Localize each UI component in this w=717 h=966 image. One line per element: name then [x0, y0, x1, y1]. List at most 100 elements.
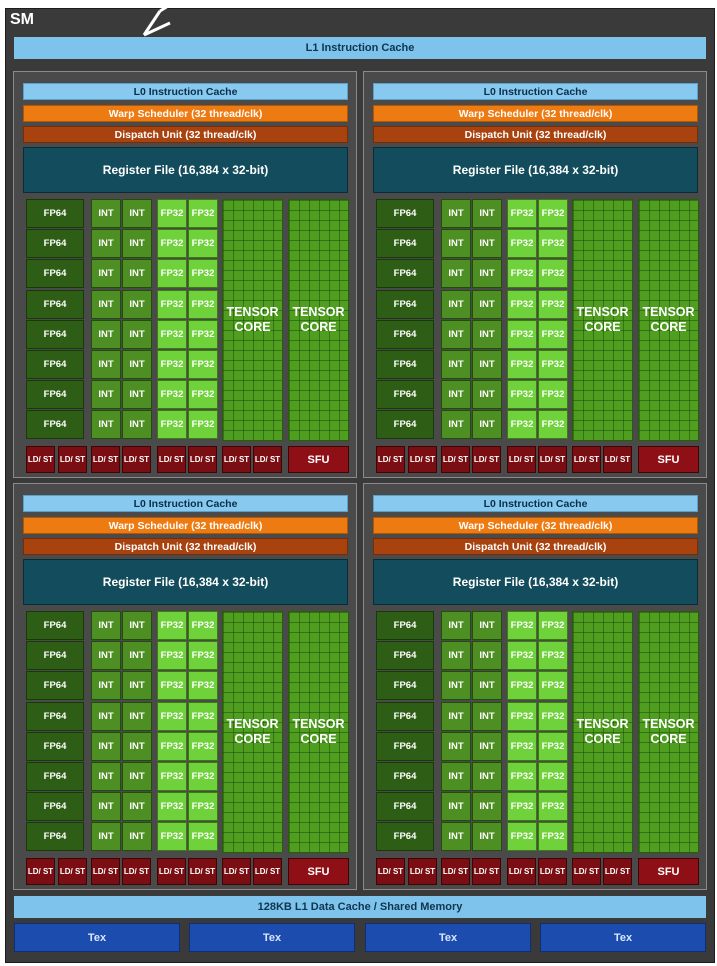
ld-st-unit: LD/ ST	[253, 858, 282, 885]
fp32-unit: FP32	[507, 320, 537, 349]
fp32-unit: FP32	[507, 641, 537, 670]
ld-st-unit: LD/ ST	[58, 858, 87, 885]
int-unit: INT	[91, 320, 121, 349]
int-unit: INT	[122, 259, 152, 288]
tensor-core: TENSOR CORE	[288, 611, 349, 853]
fp32-unit: FP32	[538, 380, 568, 409]
fp64-unit: FP64	[26, 290, 84, 319]
fp32-unit: FP32	[157, 199, 187, 228]
tensor-core: TENSOR CORE	[222, 611, 283, 853]
sfu-unit: SFU	[288, 858, 349, 885]
int-unit: INT	[91, 762, 121, 791]
tensor-core: TENSOR CORE	[222, 199, 283, 441]
ld-st-unit: LD/ ST	[441, 446, 470, 473]
fp64-unit: FP64	[26, 259, 84, 288]
fp32-unit: FP32	[507, 762, 537, 791]
fp32-unit: FP32	[188, 259, 218, 288]
int-unit: INT	[441, 611, 471, 640]
fp32-unit: FP32	[507, 792, 537, 821]
dispatch-unit: Dispatch Unit (32 thread/clk)	[23, 538, 348, 555]
fp32-unit: FP32	[538, 199, 568, 228]
fp32-unit: FP32	[157, 792, 187, 821]
int-unit: INT	[441, 822, 471, 851]
register-file: Register File (16,384 x 32-bit)	[23, 559, 348, 605]
int-unit: INT	[441, 641, 471, 670]
sfu-unit: SFU	[638, 446, 699, 473]
l0-instruction-cache: L0 Instruction Cache	[23, 83, 348, 100]
fp32-unit: FP32	[157, 229, 187, 258]
pointer-arrow-icon	[142, 1, 180, 37]
dispatch-unit: Dispatch Unit (32 thread/clk)	[373, 126, 698, 143]
ld-st-unit: LD/ ST	[188, 858, 217, 885]
processing-block: L0 Instruction Cache Warp Scheduler (32 …	[13, 71, 357, 478]
ld-st-unit: LD/ ST	[188, 446, 217, 473]
fp32-unit: FP32	[507, 199, 537, 228]
ld-st-unit: LD/ ST	[58, 446, 87, 473]
fp32-unit: FP32	[157, 380, 187, 409]
ld-st-unit: LD/ ST	[222, 858, 251, 885]
int-unit: INT	[472, 792, 502, 821]
processing-block: L0 Instruction Cache Warp Scheduler (32 …	[363, 71, 707, 478]
int-unit: INT	[122, 762, 152, 791]
dispatch-unit: Dispatch Unit (32 thread/clk)	[373, 538, 698, 555]
int-unit: INT	[441, 410, 471, 439]
int-unit: INT	[441, 792, 471, 821]
tensor-core: TENSOR CORE	[638, 611, 699, 853]
fp64-unit: FP64	[26, 792, 84, 821]
fp64-unit: FP64	[26, 762, 84, 791]
ld-st-unit: LD/ ST	[572, 858, 601, 885]
streaming-multiprocessor: SM L1 Instruction Cache L0 Instruction C…	[5, 1, 715, 963]
int-unit: INT	[472, 380, 502, 409]
processing-block: L0 Instruction Cache Warp Scheduler (32 …	[363, 483, 707, 890]
ld-st-unit: LD/ ST	[376, 446, 405, 473]
ld-st-unit: LD/ ST	[472, 446, 501, 473]
int-unit: INT	[441, 259, 471, 288]
int-unit: INT	[91, 199, 121, 228]
fp32-unit: FP32	[188, 641, 218, 670]
int-unit: INT	[91, 350, 121, 379]
fp64-unit: FP64	[26, 611, 84, 640]
fp32-unit: FP32	[507, 702, 537, 731]
fp32-unit: FP32	[188, 611, 218, 640]
fp32-unit: FP32	[188, 762, 218, 791]
fp32-unit: FP32	[188, 290, 218, 319]
fp32-unit: FP32	[538, 320, 568, 349]
fp32-unit: FP32	[507, 822, 537, 851]
register-file: Register File (16,384 x 32-bit)	[373, 559, 698, 605]
fp64-unit: FP64	[26, 320, 84, 349]
fp64-unit: FP64	[26, 641, 84, 670]
register-file: Register File (16,384 x 32-bit)	[23, 147, 348, 193]
int-unit: INT	[91, 732, 121, 761]
tensor-core: TENSOR CORE	[572, 199, 633, 441]
fp64-unit: FP64	[376, 410, 434, 439]
int-unit: INT	[91, 229, 121, 258]
fp64-unit: FP64	[26, 822, 84, 851]
fp32-unit: FP32	[188, 671, 218, 700]
tex-unit: Tex	[540, 923, 706, 952]
ld-st-unit: LD/ ST	[222, 446, 251, 473]
fp32-unit: FP32	[188, 199, 218, 228]
fp32-unit: FP32	[538, 762, 568, 791]
int-unit: INT	[91, 792, 121, 821]
int-unit: INT	[441, 762, 471, 791]
int-unit: INT	[122, 641, 152, 670]
fp64-unit: FP64	[376, 350, 434, 379]
fp32-unit: FP32	[538, 229, 568, 258]
ld-st-unit: LD/ ST	[26, 446, 55, 473]
int-unit: INT	[472, 732, 502, 761]
fp32-unit: FP32	[538, 611, 568, 640]
int-unit: INT	[122, 410, 152, 439]
fp32-unit: FP32	[188, 410, 218, 439]
int-unit: INT	[91, 671, 121, 700]
tex-unit: Tex	[14, 923, 180, 952]
l0-instruction-cache: L0 Instruction Cache	[23, 495, 348, 512]
int-unit: INT	[122, 822, 152, 851]
fp32-unit: FP32	[507, 671, 537, 700]
ld-st-unit: LD/ ST	[122, 858, 151, 885]
ld-st-unit: LD/ ST	[91, 858, 120, 885]
fp32-unit: FP32	[188, 792, 218, 821]
ld-st-unit: LD/ ST	[603, 446, 632, 473]
fp32-unit: FP32	[157, 259, 187, 288]
l0-instruction-cache: L0 Instruction Cache	[373, 83, 698, 100]
ld-st-unit: LD/ ST	[253, 446, 282, 473]
